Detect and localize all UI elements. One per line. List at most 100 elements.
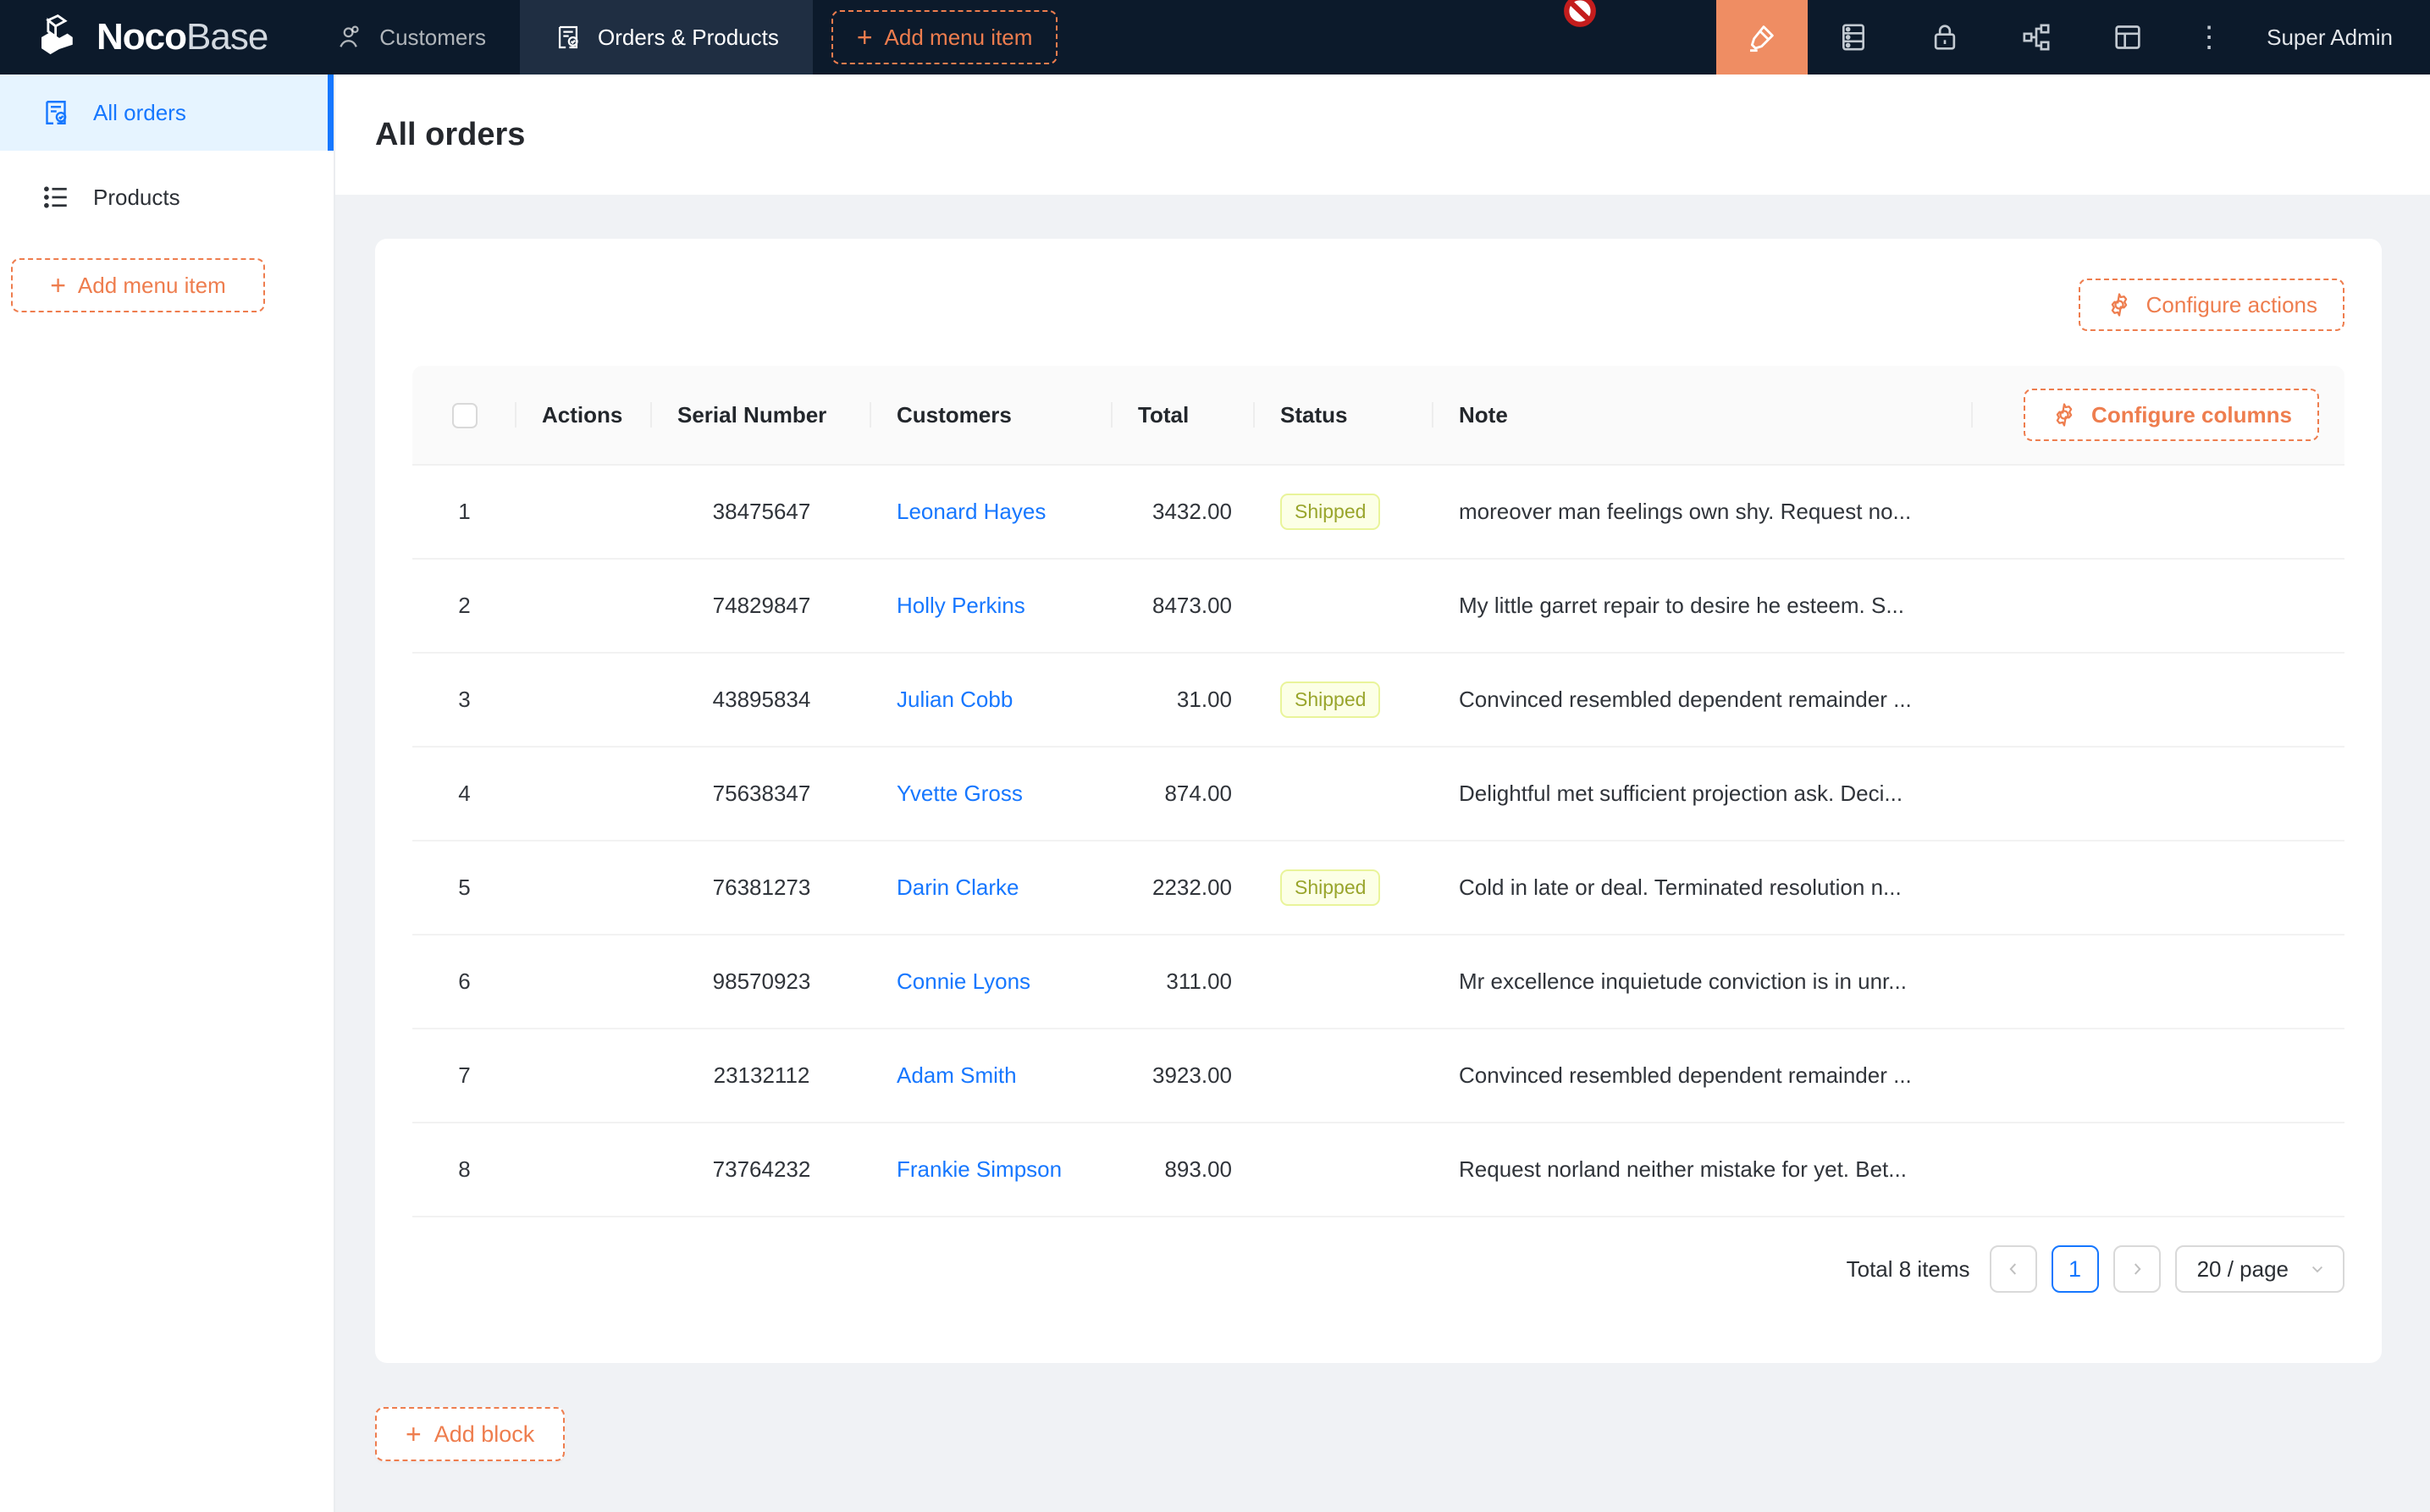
status-cell: Shipped <box>1255 842 1433 935</box>
note-cell: Convinced resembled dependent remainder … <box>1433 654 1973 748</box>
ui-editor-highlighter-icon[interactable] <box>1716 0 1809 74</box>
table-row[interactable]: 8 73764232 Frankie Simpson 893.00 Reques… <box>412 1123 2344 1217</box>
customer-link[interactable]: Frankie Simpson <box>897 1156 1063 1182</box>
pagination-prev-button[interactable] <box>1989 1245 2037 1293</box>
nav-tab-customers[interactable]: Customers <box>301 0 520 74</box>
list-icon <box>44 186 67 208</box>
row-index: 5 <box>412 842 516 935</box>
customer-link[interactable]: Holly Perkins <box>897 593 1025 618</box>
chevron-left-icon <box>2008 1263 2016 1275</box>
pagination-next-button[interactable] <box>2112 1245 2161 1293</box>
plus-icon: + <box>50 270 66 301</box>
chevron-down-icon <box>2311 1266 2323 1273</box>
pagination-total: Total 8 items <box>1846 1255 1970 1282</box>
row-actions-cell <box>516 1029 652 1123</box>
customer-cell: Darin Clarke <box>871 842 1113 935</box>
row-index: 6 <box>412 935 516 1029</box>
select-all-checkbox[interactable] <box>451 403 478 429</box>
top-navbar: NocoBase Customers Orders & Products + A… <box>0 0 2430 74</box>
customer-link[interactable]: Darin Clarke <box>897 875 1019 900</box>
serial-cell: 23132112 <box>652 1029 871 1123</box>
note-cell: Delightful met sufficient projection ask… <box>1433 748 1973 842</box>
table-row[interactable]: 7 23132112 Adam Smith 3923.00 Convinced … <box>412 1029 2344 1123</box>
total-cell: 31.00 <box>1113 654 1255 748</box>
nocobase-logo[interactable]: NocoBase <box>0 0 301 74</box>
nocobase-logo-text: NocoBase <box>97 16 268 58</box>
customer-cell: Frankie Simpson <box>871 1123 1113 1217</box>
row-index: 8 <box>412 1123 516 1217</box>
table-row[interactable]: 3 43895834 Julian Cobb 31.00 Shipped Con… <box>412 654 2344 748</box>
gear-icon <box>2111 293 2127 317</box>
sidebar-item-products[interactable]: Products <box>0 159 334 235</box>
sidebar-add-menu-item-button[interactable]: + Add menu item <box>11 258 265 312</box>
chevron-right-icon <box>2134 1263 2141 1275</box>
row-actions-cell <box>516 560 652 654</box>
row-index: 7 <box>412 1029 516 1123</box>
status-badge: Shipped <box>1280 869 1381 907</box>
add-block-button[interactable]: + Add block <box>375 1407 566 1461</box>
serial-cell: 75638347 <box>652 748 871 842</box>
customer-cell: Adam Smith <box>871 1029 1113 1123</box>
row-actions-cell <box>516 935 652 1029</box>
page-title: All orders <box>375 116 526 152</box>
customer-link[interactable]: Adam Smith <box>897 1062 1017 1088</box>
table-row[interactable]: 2 74829847 Holly Perkins 8473.00 My litt… <box>412 560 2344 654</box>
pagination-page-1[interactable]: 1 <box>2051 1245 2099 1293</box>
row-actions-cell <box>516 466 652 560</box>
serial-cell: 74829847 <box>652 560 871 654</box>
status-badge: Shipped <box>1280 681 1381 719</box>
navbar-add-menu-item-button[interactable]: + Add menu item <box>831 10 1058 64</box>
configure-actions-button[interactable]: Configure actions <box>2078 279 2344 331</box>
table-row[interactable]: 4 75638347 Yvette Gross 874.00 Delightfu… <box>412 748 2344 842</box>
customer-cell: Julian Cobb <box>871 654 1113 748</box>
customer-cell: Leonard Hayes <box>871 466 1113 560</box>
nocobase-logo-icon <box>41 14 73 55</box>
table-row[interactable]: 1 38475647 Leonard Hayes 3432.00 Shipped… <box>412 466 2344 560</box>
select-all-header <box>412 366 516 466</box>
sidebar-item-all-orders[interactable]: All orders <box>0 74 334 151</box>
configure-columns-header: Configure columns <box>1973 366 2344 466</box>
status-cell <box>1255 1029 1433 1123</box>
plugins-cluster-icon[interactable] <box>1991 0 2082 74</box>
customer-cell: Connie Lyons <box>871 935 1113 1029</box>
column-header-customers: Customers <box>871 366 1113 466</box>
serial-cell: 73764232 <box>652 1123 871 1217</box>
note-cell: My little garret repair to desire he est… <box>1433 560 1973 654</box>
status-cell <box>1255 935 1433 1029</box>
customer-link[interactable]: Julian Cobb <box>897 687 1013 712</box>
customer-link[interactable]: Leonard Hayes <box>897 499 1047 524</box>
page-size-select[interactable]: 20 / page <box>2174 1245 2344 1293</box>
database-icon[interactable] <box>1808 0 1899 74</box>
configure-columns-button[interactable]: Configure columns <box>2024 389 2319 441</box>
sidebar-item-label: All orders <box>93 99 186 125</box>
customer-link[interactable]: Connie Lyons <box>897 968 1031 994</box>
layout-icon[interactable] <box>2082 0 2173 74</box>
nav-tab-label: Orders & Products <box>598 24 779 50</box>
note-cell: Mr excellence inquietude conviction is i… <box>1433 935 1973 1029</box>
status-cell <box>1255 560 1433 654</box>
customer-link[interactable]: Yvette Gross <box>897 781 1023 806</box>
status-cell <box>1255 748 1433 842</box>
note-cell: moreover man feelings own shy. Request n… <box>1433 466 1973 560</box>
not-allowed-cursor-icon <box>1564 0 1596 27</box>
table-row[interactable]: 6 98570923 Connie Lyons 311.00 Mr excell… <box>412 935 2344 1029</box>
row-actions-cell <box>516 748 652 842</box>
nav-tab-orders-products[interactable]: Orders & Products <box>520 0 813 74</box>
table-row[interactable]: 5 76381273 Darin Clarke 2232.00 Shipped … <box>412 842 2344 935</box>
total-cell: 2232.00 <box>1113 842 1255 935</box>
row-index: 3 <box>412 654 516 748</box>
user-menu[interactable]: Super Admin <box>2267 24 2393 50</box>
total-cell: 3432.00 <box>1113 466 1255 560</box>
note-cell: Request norland neither mistake for yet.… <box>1433 1123 1973 1217</box>
status-cell <box>1255 1123 1433 1217</box>
serial-cell: 98570923 <box>652 935 871 1029</box>
lock-icon[interactable] <box>1899 0 1991 74</box>
total-cell: 874.00 <box>1113 748 1255 842</box>
column-header-total: Total <box>1113 366 1255 466</box>
gear-icon <box>2056 403 2073 427</box>
more-ellipsis-icon[interactable]: ⋮ <box>2195 21 2224 53</box>
table-header-row: Actions Serial Number Customers Total St… <box>412 366 2344 466</box>
row-index: 4 <box>412 748 516 842</box>
total-cell: 893.00 <box>1113 1123 1255 1217</box>
sidebar-item-label: Products <box>93 184 180 210</box>
